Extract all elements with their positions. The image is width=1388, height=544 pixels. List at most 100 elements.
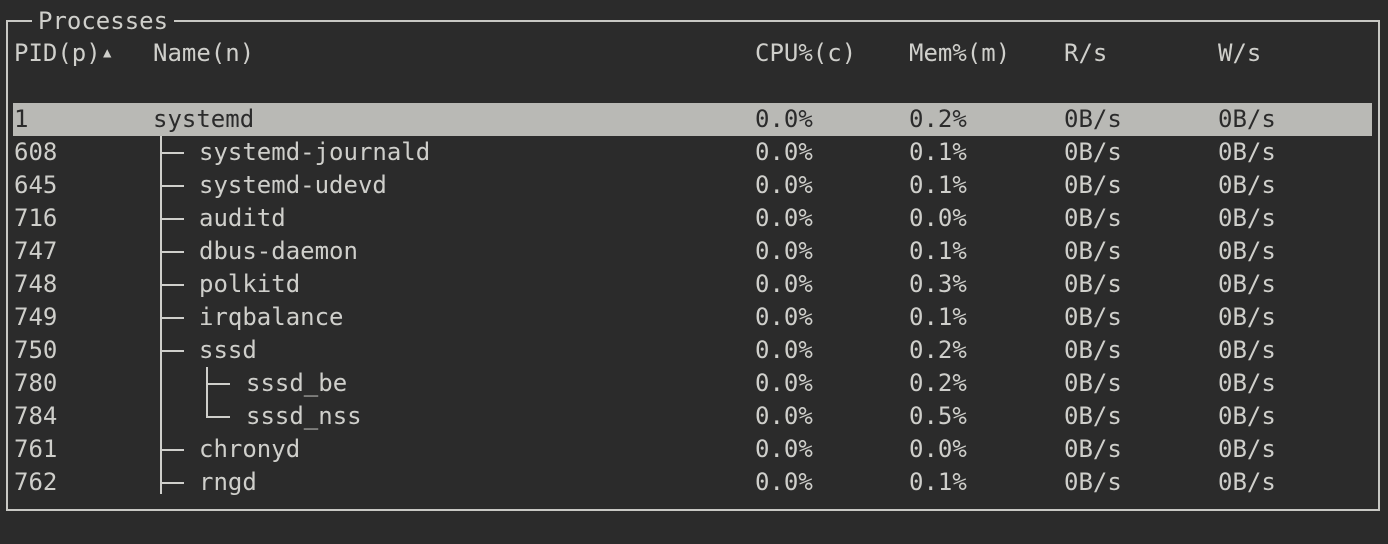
cpu-cell: 0.0% — [755, 303, 813, 331]
cpu-cell: 0.0% — [755, 138, 813, 166]
tree-trunk-line — [206, 367, 208, 418]
process-row[interactable]: 749 irqbalance 0.0% 0.1% 0B/s 0B/s — [13, 301, 1372, 334]
cpu-cell: 0.0% — [755, 105, 813, 133]
write-cell: 0B/s — [1218, 105, 1276, 133]
name-cell: systemd — [153, 105, 255, 133]
process-row[interactable]: 750 sssd 0.0% 0.2% 0B/s 0B/s — [13, 334, 1372, 367]
tree-branch-connector — [160, 185, 184, 187]
column-header-mem[interactable]: Mem%(m) — [909, 39, 1011, 67]
cpu-cell: 0.0% — [755, 237, 813, 265]
cpu-cell: 0.0% — [755, 270, 813, 298]
column-header-cpu[interactable]: CPU%(c) — [755, 39, 857, 67]
column-header-name[interactable]: Name(n) — [153, 39, 255, 67]
pid-cell: 748 — [14, 270, 58, 298]
process-row[interactable]: 1 systemd 0.0% 0.2% 0B/s 0B/s — [13, 103, 1372, 136]
column-header-write[interactable]: W/s — [1218, 39, 1262, 67]
read-cell: 0B/s — [1064, 171, 1122, 199]
name-cell: sssd_nss — [246, 402, 362, 430]
column-header-read[interactable]: R/s — [1064, 39, 1108, 67]
tree-branch-connector — [160, 218, 184, 220]
pid-cell: 749 — [14, 303, 58, 331]
write-cell: 0B/s — [1218, 468, 1276, 496]
mem-cell: 0.0% — [909, 435, 967, 463]
name-cell: auditd — [199, 204, 286, 232]
pid-cell: 1 — [14, 105, 29, 133]
cpu-cell: 0.0% — [755, 402, 813, 430]
process-row[interactable]: 748 polkitd 0.0% 0.3% 0B/s 0B/s — [13, 268, 1372, 301]
read-cell: 0B/s — [1064, 204, 1122, 232]
read-cell: 0B/s — [1064, 303, 1122, 331]
write-cell: 0B/s — [1218, 171, 1276, 199]
write-cell: 0B/s — [1218, 303, 1276, 331]
pid-cell: 645 — [14, 171, 58, 199]
name-cell: systemd-journald — [199, 138, 431, 166]
name-cell: systemd-udevd — [199, 171, 387, 199]
tree-branch-connector — [206, 383, 230, 385]
mem-cell: 0.5% — [909, 402, 967, 430]
process-row[interactable]: 762 rngd 0.0% 0.1% 0B/s 0B/s — [13, 466, 1372, 499]
write-cell: 0B/s — [1218, 402, 1276, 430]
tree-branch-connector — [160, 152, 184, 154]
tree-branch-connector — [160, 317, 184, 319]
mem-cell: 0.1% — [909, 171, 967, 199]
write-cell: 0B/s — [1218, 204, 1276, 232]
mem-cell: 0.0% — [909, 204, 967, 232]
pid-cell: 716 — [14, 204, 58, 232]
mem-cell: 0.2% — [909, 336, 967, 364]
pid-cell: 747 — [14, 237, 58, 265]
mem-cell: 0.2% — [909, 369, 967, 397]
process-row[interactable]: 645 systemd-udevd 0.0% 0.1% 0B/s 0B/s — [13, 169, 1372, 202]
process-row[interactable]: 761 chronyd 0.0% 0.0% 0B/s 0B/s — [13, 433, 1372, 466]
column-header-pid[interactable]: PID(p) — [14, 39, 101, 67]
mem-cell: 0.1% — [909, 468, 967, 496]
cpu-cell: 0.0% — [755, 369, 813, 397]
tree-branch-connector — [160, 449, 184, 451]
read-cell: 0B/s — [1064, 402, 1122, 430]
cpu-cell: 0.0% — [755, 171, 813, 199]
read-cell: 0B/s — [1064, 270, 1122, 298]
tree-branch-connector — [160, 251, 184, 253]
cpu-cell: 0.0% — [755, 204, 813, 232]
name-cell: rngd — [199, 468, 257, 496]
write-cell: 0B/s — [1218, 138, 1276, 166]
process-row[interactable]: 784 sssd_nss 0.0% 0.5% 0B/s 0B/s — [13, 400, 1372, 433]
mem-cell: 0.1% — [909, 138, 967, 166]
pid-cell: 761 — [14, 435, 58, 463]
cpu-cell: 0.0% — [755, 435, 813, 463]
write-cell: 0B/s — [1218, 237, 1276, 265]
name-cell: irqbalance — [199, 303, 344, 331]
process-row[interactable]: 747 dbus-daemon 0.0% 0.1% 0B/s 0B/s — [13, 235, 1372, 268]
name-cell: dbus-daemon — [199, 237, 358, 265]
read-cell: 0B/s — [1064, 468, 1122, 496]
tree-branch-connector — [160, 284, 184, 286]
cpu-cell: 0.0% — [755, 336, 813, 364]
write-cell: 0B/s — [1218, 336, 1276, 364]
read-cell: 0B/s — [1064, 369, 1122, 397]
pid-cell: 780 — [14, 369, 58, 397]
mem-cell: 0.3% — [909, 270, 967, 298]
panel-title: Processes — [32, 6, 175, 36]
name-cell: chronyd — [199, 435, 301, 463]
read-cell: 0B/s — [1064, 237, 1122, 265]
processes-panel: Processes — [6, 6, 1380, 511]
cpu-cell: 0.0% — [755, 468, 813, 496]
tree-trunk-line — [160, 136, 162, 494]
mem-cell: 0.1% — [909, 237, 967, 265]
process-row[interactable]: 780 sssd_be 0.0% 0.2% 0B/s 0B/s — [13, 367, 1372, 400]
write-cell: 0B/s — [1218, 270, 1276, 298]
process-row[interactable]: 716 auditd 0.0% 0.0% 0B/s 0B/s — [13, 202, 1372, 235]
pid-cell: 750 — [14, 336, 58, 364]
read-cell: 0B/s — [1064, 105, 1122, 133]
tree-branch-connector — [206, 416, 230, 418]
process-row[interactable]: 608 systemd-journald 0.0% 0.1% 0B/s 0B/s — [13, 136, 1372, 169]
read-cell: 0B/s — [1064, 435, 1122, 463]
write-cell: 0B/s — [1218, 435, 1276, 463]
read-cell: 0B/s — [1064, 336, 1122, 364]
sort-ascending-icon: ▲ — [103, 45, 112, 61]
pid-cell: 762 — [14, 468, 58, 496]
mem-cell: 0.1% — [909, 303, 967, 331]
pid-cell: 784 — [14, 402, 58, 430]
pid-cell: 608 — [14, 138, 58, 166]
tree-branch-connector — [160, 482, 184, 484]
name-cell: sssd — [199, 336, 257, 364]
